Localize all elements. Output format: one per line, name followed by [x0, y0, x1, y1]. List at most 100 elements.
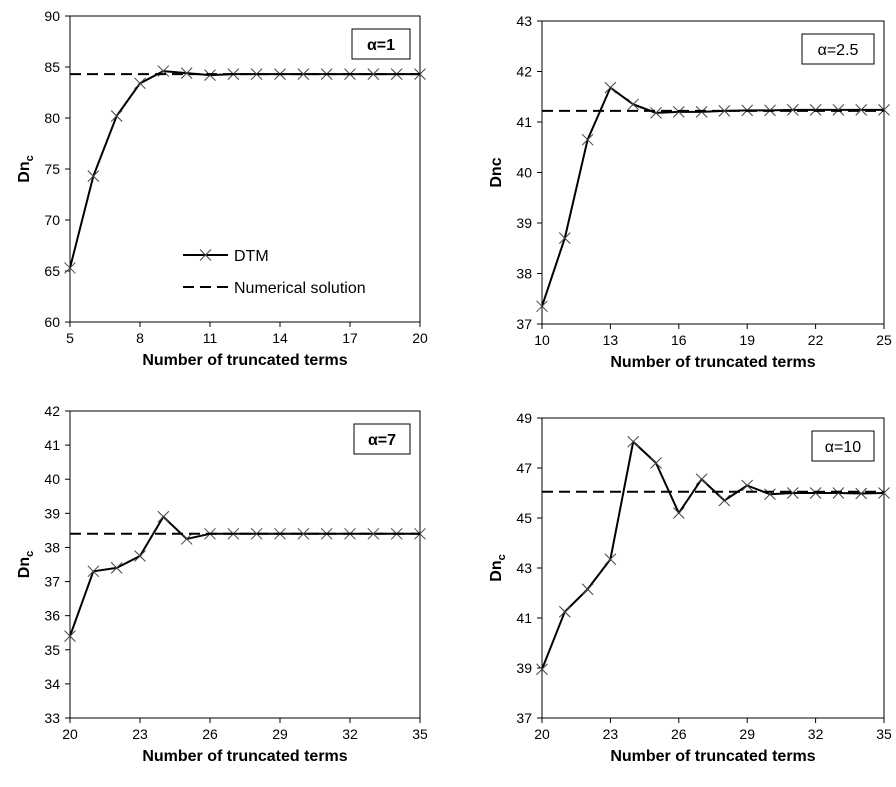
data-point-marker: [855, 487, 868, 500]
plot-frame: [541, 20, 885, 325]
chart-title-alpha: α=1: [367, 37, 395, 54]
data-point-marker: [832, 104, 845, 116]
data-point-marker: [741, 479, 754, 492]
alpha-label-box: [353, 423, 411, 455]
data-point-marker: [855, 104, 868, 116]
y-axis-label-main: Dn: [16, 557, 33, 578]
y-tick-label: 41: [516, 114, 532, 130]
data-point-marker: [134, 77, 146, 90]
data-point-marker: [695, 473, 708, 486]
y-tick-label: 38: [44, 539, 60, 555]
x-tick-label: 29: [739, 726, 755, 742]
chart-title-alpha: α=10: [825, 439, 861, 456]
y-axis-label-main: Dn: [488, 560, 505, 581]
series-line-dtm: [541, 86, 884, 307]
data-point-marker: [627, 435, 640, 448]
y-axis-label: Dnc: [488, 157, 505, 187]
x-tick-label: 16: [671, 332, 687, 348]
plot-frame: [69, 410, 421, 719]
y-tick-label: 80: [44, 110, 60, 126]
x-tick-label: 22: [808, 332, 824, 348]
data-point-marker: [764, 488, 776, 501]
alpha-label-box: [801, 33, 875, 65]
x-tick-label: 10: [534, 332, 550, 348]
data-point-marker: [809, 104, 822, 116]
series-line-dtm: [541, 440, 885, 670]
data-point-marker: [367, 527, 380, 540]
y-tick-label: 41: [44, 437, 60, 453]
y-tick-label: 35: [44, 642, 60, 658]
x-tick-label: 23: [132, 726, 148, 742]
y-tick-label: 41: [516, 610, 532, 626]
data-point-marker: [878, 104, 890, 116]
data-point-marker: [87, 170, 100, 182]
y-tick-label: 40: [44, 471, 60, 487]
series-line-dtm: [69, 70, 420, 269]
data-point-marker: [180, 533, 193, 545]
x-tick-label: 5: [66, 330, 74, 346]
data-point-marker: [718, 105, 731, 117]
y-tick-label: 36: [44, 608, 60, 624]
data-point-marker: [627, 98, 640, 111]
legend-label-numerical-solution: Numerical solution: [234, 280, 366, 297]
alpha-label-box: [351, 28, 411, 60]
y-tick-label: 70: [44, 212, 60, 228]
y-tick-label: 40: [516, 165, 532, 181]
data-point-marker: [786, 487, 799, 499]
y-axis-label-main: Dn: [16, 161, 33, 182]
data-point-marker: [718, 494, 731, 507]
data-point-marker: [297, 527, 310, 540]
data-point-marker: [581, 133, 594, 146]
y-tick-label: 38: [516, 266, 532, 282]
y-axis-label-subscript: c: [496, 554, 508, 560]
data-point-marker: [878, 487, 890, 499]
data-point-marker: [695, 106, 708, 118]
y-tick-label: 39: [516, 215, 532, 231]
data-point-marker: [558, 605, 571, 618]
y-tick-label: 39: [516, 660, 532, 676]
y-axis-label-main: Dnc: [488, 157, 505, 187]
x-tick-label: 32: [342, 726, 358, 742]
data-point-marker: [672, 106, 685, 118]
x-axis-label: Number of truncated terms: [610, 354, 815, 371]
y-tick-label: 37: [44, 574, 60, 590]
x-tick-label: 25: [876, 332, 892, 348]
data-point-marker: [650, 457, 662, 469]
chart-panel-4: 37 39 41 43 45 47 49 20 23 26 29 32 35 Number of trun…: [488, 410, 892, 765]
x-tick-label: 20: [412, 330, 428, 346]
x-axis-label: Number of truncated terms: [610, 748, 815, 765]
data-point-marker: [250, 68, 263, 80]
data-point-marker: [157, 510, 170, 523]
y-tick-label: 85: [44, 59, 60, 75]
x-tick-label: 11: [203, 330, 218, 346]
x-tick-label: 20: [62, 726, 78, 742]
data-point-marker: [650, 107, 662, 119]
y-axis-label-subscript: c: [24, 155, 36, 161]
x-tick-label: 26: [202, 726, 218, 742]
data-point-marker: [809, 487, 822, 499]
x-tick-label: 13: [603, 332, 619, 348]
x-tick-label: 32: [808, 726, 824, 742]
y-tick-label: 45: [516, 510, 532, 526]
data-point-marker: [297, 68, 310, 80]
y-tick-label: 42: [44, 403, 60, 419]
x-tick-label: 14: [272, 330, 288, 346]
y-tick-label: 60: [44, 314, 60, 330]
data-point-marker: [250, 527, 263, 540]
data-point-marker: [110, 562, 123, 574]
plot-frame: [541, 417, 885, 719]
y-tick-label: 43: [516, 13, 532, 29]
x-tick-label: 35: [412, 726, 428, 742]
y-tick-label: 75: [44, 161, 60, 177]
x-tick-label: 17: [342, 330, 358, 346]
data-point-marker: [786, 104, 799, 116]
y-tick-label: 65: [44, 263, 60, 279]
data-point-marker: [604, 553, 617, 566]
plot-frame: [69, 15, 421, 323]
data-point-marker: [367, 68, 380, 80]
x-tick-label: 8: [136, 330, 144, 346]
x-tick-label: 19: [739, 332, 755, 348]
data-point-marker: [64, 262, 76, 274]
x-tick-label: 35: [876, 726, 892, 742]
